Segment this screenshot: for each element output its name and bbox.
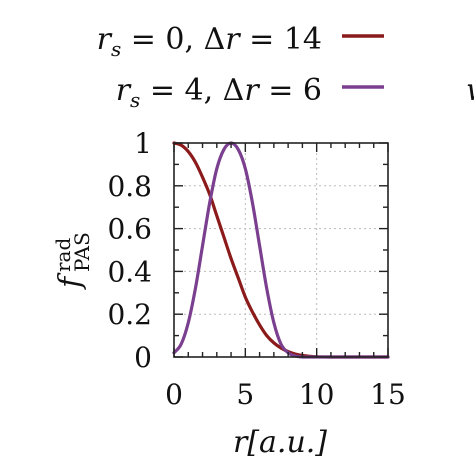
y-tick-label: 0.6 <box>107 213 152 246</box>
cutoff-glyph: w <box>466 73 474 108</box>
x-tick-label: 5 <box>236 378 254 411</box>
y-tick-label: 0.8 <box>107 170 152 203</box>
y-tick-label: 0.2 <box>107 298 152 331</box>
gridlines <box>174 143 388 357</box>
y-tick-label: 0 <box>134 341 152 374</box>
y-axis-label: f rad PAS <box>51 232 94 290</box>
y-axis-label-sup: rad <box>51 238 75 272</box>
legend-entry-series-1: rs = 0, Δr = 14 <box>97 22 384 61</box>
y-axis-label-main: f <box>53 272 88 290</box>
x-tick-label: 10 <box>299 378 335 411</box>
y-tick-labels: 0 0.2 0.4 0.6 0.8 1 <box>107 127 152 374</box>
plot-frame <box>173 142 389 358</box>
x-axis-label: r[a.u.] <box>233 425 327 460</box>
y-axis-label-sub: PAS <box>70 232 94 272</box>
axis-ticks <box>173 142 389 358</box>
legend: rs = 0, Δr = 14 rs = 4, Δr = 6 <box>97 22 384 112</box>
y-tick-label: 0.4 <box>107 255 152 288</box>
x-tick-labels: 0 5 10 15 <box>165 378 406 411</box>
legend-entry-series-2: rs = 4, Δr = 6 <box>116 73 384 112</box>
series-line-2 <box>172 141 390 359</box>
legend-label-series-2: rs = 4, Δr = 6 <box>116 73 322 112</box>
series-layer <box>172 141 390 359</box>
series-line-1 <box>172 141 390 359</box>
x-tick-label: 0 <box>165 378 183 411</box>
x-tick-label: 15 <box>370 378 406 411</box>
legend-label-series-1: rs = 0, Δr = 14 <box>97 22 322 61</box>
y-tick-label: 1 <box>134 127 152 160</box>
